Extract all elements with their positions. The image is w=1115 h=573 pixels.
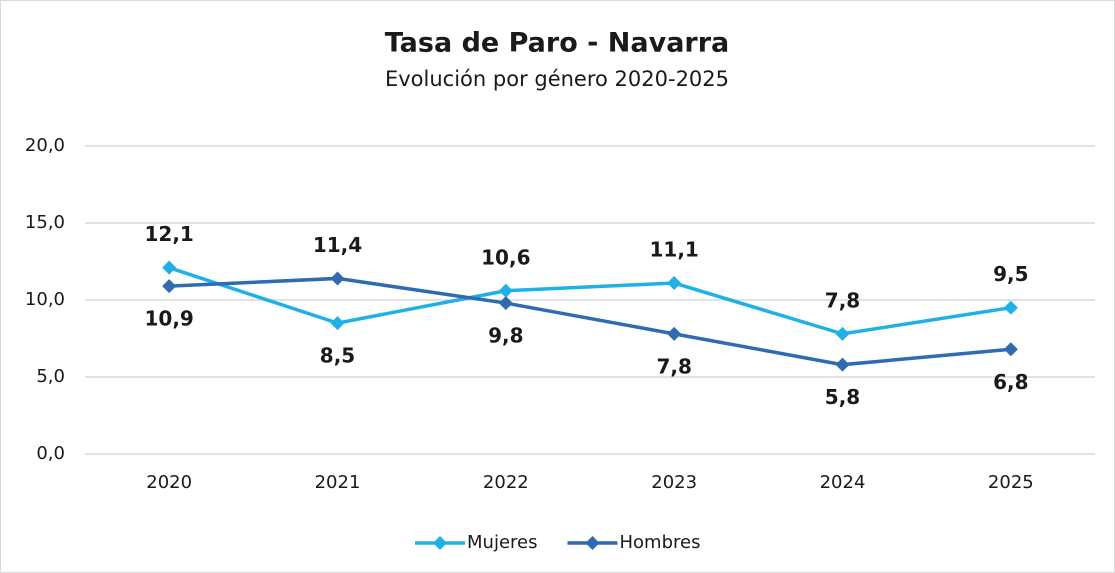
y-tick-label: 20,0: [25, 135, 65, 156]
chart-subtitle: Evolución por género 2020-2025: [385, 67, 729, 91]
data-label: 9,8: [488, 324, 523, 348]
marker: [162, 260, 177, 275]
legend-label: Mujeres: [467, 532, 537, 553]
marker: [1003, 300, 1018, 315]
series-line: [168, 265, 1012, 336]
x-tick-label: 2023: [651, 472, 697, 493]
marker: [835, 326, 850, 341]
marker: [835, 357, 850, 372]
marker: [667, 276, 682, 291]
chart-title: Tasa de Paro - Navarra: [385, 28, 730, 59]
data-label: 12,1: [144, 222, 193, 246]
legend-marker: [585, 536, 600, 550]
data-label: 7,8: [825, 288, 860, 312]
data-label: 5,8: [825, 385, 860, 409]
series-line: [169, 276, 1011, 367]
data-label: 8,5: [320, 344, 355, 368]
x-tick-label: 2021: [315, 472, 361, 493]
x-tick-label: 2024: [820, 472, 866, 493]
x-tick-label: 2020: [146, 472, 192, 493]
y-tick-label: 0,0: [36, 443, 65, 464]
marker: [330, 271, 345, 286]
legend-marker: [433, 536, 447, 550]
legend-label: Hombres: [619, 532, 700, 553]
data-label: 6,8: [993, 370, 1028, 394]
x-tick-label: 2022: [483, 472, 529, 493]
data-label: 9,5: [993, 262, 1028, 286]
marker: [667, 326, 682, 341]
x-tick-label: 2025: [988, 472, 1034, 493]
y-tick-label: 10,0: [25, 289, 65, 310]
marker: [162, 279, 177, 294]
marker: [330, 316, 345, 331]
data-label: 11,1: [649, 238, 698, 262]
data-label: 10,9: [144, 307, 193, 331]
data-label: 10,6: [481, 245, 530, 269]
y-tick-label: 5,0: [36, 366, 65, 387]
marker: [1003, 342, 1018, 357]
marker: [498, 296, 513, 311]
data-label: 11,4: [313, 233, 362, 257]
data-label: 7,8: [656, 354, 691, 378]
y-tick-label: 15,0: [25, 212, 65, 233]
marker: [498, 283, 513, 298]
